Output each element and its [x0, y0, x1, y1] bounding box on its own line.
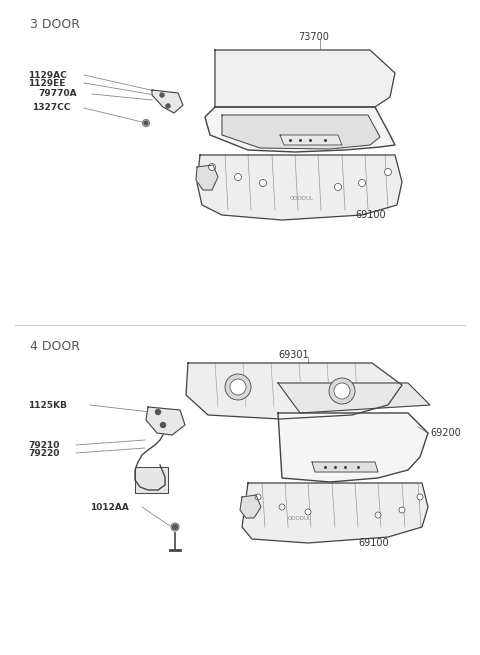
Circle shape: [156, 409, 160, 415]
Circle shape: [172, 525, 178, 529]
Text: 1125KB: 1125KB: [28, 400, 67, 409]
Circle shape: [230, 379, 246, 395]
Circle shape: [359, 179, 365, 187]
Polygon shape: [135, 467, 168, 493]
Circle shape: [375, 512, 381, 518]
Circle shape: [235, 174, 241, 181]
Text: 79770A: 79770A: [38, 90, 77, 98]
Text: OOODUL: OOODUL: [288, 516, 312, 521]
Text: 69100: 69100: [358, 538, 389, 548]
Polygon shape: [215, 50, 395, 107]
Text: 69100: 69100: [355, 210, 385, 220]
Text: 3 DOOR: 3 DOOR: [30, 18, 80, 31]
Circle shape: [144, 121, 148, 125]
Polygon shape: [197, 155, 402, 220]
Circle shape: [305, 509, 311, 515]
Circle shape: [160, 422, 166, 428]
Circle shape: [279, 504, 285, 510]
Circle shape: [329, 378, 355, 404]
Circle shape: [417, 494, 423, 500]
Text: 1012AA: 1012AA: [90, 502, 129, 512]
Polygon shape: [186, 363, 402, 419]
Text: 1327CC: 1327CC: [32, 103, 71, 113]
Polygon shape: [240, 495, 261, 518]
Circle shape: [260, 179, 266, 187]
Polygon shape: [242, 483, 428, 543]
Polygon shape: [196, 165, 218, 190]
Circle shape: [225, 374, 251, 400]
Text: 79210: 79210: [28, 441, 60, 449]
Circle shape: [166, 104, 170, 108]
Polygon shape: [222, 115, 380, 149]
Circle shape: [399, 507, 405, 513]
Text: 69301: 69301: [278, 350, 309, 360]
Text: 1129EE: 1129EE: [28, 79, 65, 88]
Text: 69200: 69200: [430, 428, 461, 438]
Text: 1129AC: 1129AC: [28, 71, 67, 79]
Circle shape: [384, 168, 392, 176]
Circle shape: [160, 93, 164, 97]
Polygon shape: [146, 407, 185, 435]
Polygon shape: [205, 107, 395, 152]
Text: 4 DOOR: 4 DOOR: [30, 341, 80, 354]
Circle shape: [335, 183, 341, 191]
Polygon shape: [278, 383, 430, 413]
Polygon shape: [278, 413, 428, 482]
Polygon shape: [312, 462, 378, 472]
Circle shape: [255, 494, 261, 500]
Polygon shape: [280, 135, 342, 145]
Polygon shape: [152, 90, 183, 113]
Text: OOODUL: OOODUL: [290, 196, 314, 201]
Circle shape: [334, 383, 350, 399]
Text: 73700: 73700: [298, 32, 329, 42]
Circle shape: [208, 164, 216, 170]
Text: 79220: 79220: [28, 449, 60, 457]
